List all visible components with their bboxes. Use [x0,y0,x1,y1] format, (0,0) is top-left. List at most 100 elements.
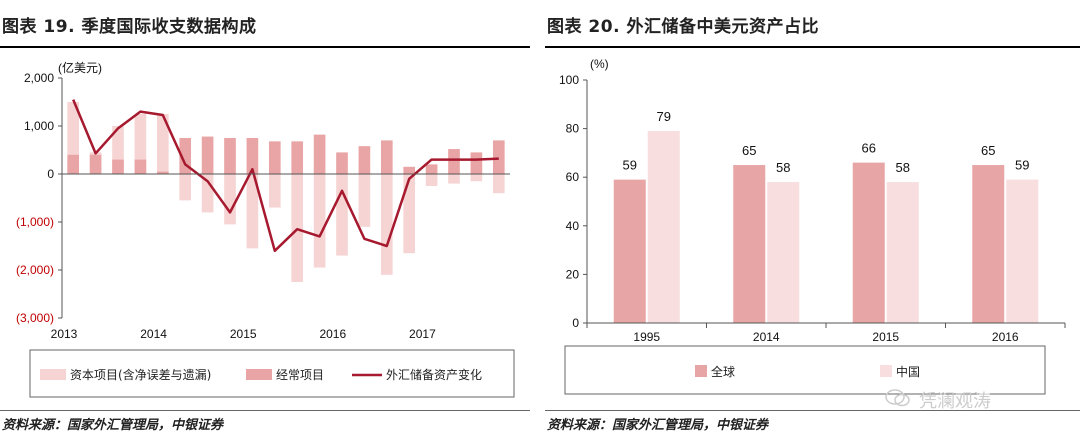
right-y-tick-label: 100 [559,73,579,87]
current-account-bar [291,141,304,174]
capital-account-bar [336,174,348,256]
right-unit-label: (%) [590,57,609,71]
legend-swatch-global [695,365,707,377]
capital-account-bar [358,174,371,227]
right-y-tick-label: 80 [566,122,580,136]
capital-account-bar [380,174,393,275]
legend-swatch-current-account [246,369,272,380]
capital-account-bar [112,126,124,174]
right-source-note: 资料来源：国家外汇管理局，中银证券 [547,418,769,433]
current-account-bar [89,154,102,174]
current-account-bar [268,141,281,174]
current-account-bar [425,164,438,174]
capital-account-bar [268,174,281,208]
capital-account-bar [246,174,259,249]
legend-label-current-account: 经常项目 [276,368,324,382]
left-legend-box [29,349,515,398]
left-title-rule [0,46,530,48]
current-account-bar [313,134,326,174]
capital-account-bar [134,114,147,174]
right-source-rule [545,410,1080,411]
capital-account-bar [470,174,483,182]
current-account-bar [201,136,214,174]
left-source-note: 资料来源：国家外汇管理局，中银证券 [2,418,224,433]
right-chart-svg: 59 65 66 65 79 58 58 59 100 80 60 40 20 0 1995 2014 201… [559,57,1066,395]
bar-data-label: 59 [1015,158,1029,173]
capital-account-bar [313,174,326,268]
current-account-bar [179,138,192,174]
current-account-bar [336,152,348,174]
legend-label-capital-account: 资本项目(含净误差与遗漏) [70,367,211,382]
left-x-tick-label: 2016 [319,327,346,341]
capital-account-bar [492,174,505,194]
left-y-tick-label: (2,000) [16,263,54,277]
left-figure-panel: 图表 19. 季度国际收支数据构成 2,000 1,000 0 (1,000) (2,0… [0,0,530,443]
global-usd-share-bar [733,165,766,323]
current-account-bar [492,140,505,174]
global-usd-share-bar [972,165,1005,323]
left-y-tick-label: (1,000) [16,215,54,229]
legend-swatch-capital-account [40,369,66,380]
left-x-tick-label: 2015 [230,327,257,341]
bar-data-label: 65 [981,143,995,158]
current-account-bar [156,171,169,174]
capital-account-bar [156,114,169,174]
current-account-bar [403,166,416,174]
current-account-bar [448,149,460,174]
china-usd-share-bar [886,182,919,323]
left-y-tick-label: 0 [47,167,54,181]
right-y-tick-label: 40 [566,219,580,233]
watermark: 凭澜观涛 [885,387,1065,412]
current-account-bar [380,140,393,174]
right-x-tick-label: 2014 [753,330,780,344]
right-x-tick-label: 1995 [633,330,660,344]
left-unit-label: (亿美元) [58,60,102,75]
right-y-tick-label: 20 [566,267,580,281]
current-account-bar [246,138,259,174]
right-figure-panel: 图表 20. 外汇储备中美元资产占比 59 65 66 65 79 58 58 59 100 8… [545,0,1080,443]
current-account-bar [358,146,371,174]
watermark-text: 凭澜观涛 [919,391,991,412]
bar-data-label: 79 [657,109,671,124]
left-source-rule [0,410,530,411]
bar-data-label: 58 [896,160,910,175]
left-y-tick-label: (3,000) [16,311,54,325]
current-account-bar [67,154,80,174]
right-title-rule [545,46,1080,48]
legend-label-china: 中国 [896,364,920,379]
current-account-bar [134,159,147,174]
china-usd-share-bar [1006,179,1039,323]
legend-label-reserve-change: 外汇储备资产变化 [386,367,482,382]
capital-account-bar [425,174,438,186]
current-account-bar [470,152,483,174]
right-legend-box [564,345,1046,395]
capital-account-bar [201,174,214,213]
bar-data-label: 66 [862,141,876,156]
bar-data-label: 58 [776,160,790,175]
capital-account-bar [224,174,236,225]
wechat-icon [885,389,910,407]
global-usd-share-bar [613,179,646,323]
right-x-tick-label: 2016 [992,330,1019,344]
right-figure-title: 图表 20. 外汇储备中美元资产占比 [547,17,819,37]
left-x-tick-label: 2017 [409,327,436,341]
global-usd-share-bar [852,162,885,323]
bar-data-label: 59 [623,158,637,173]
legend-label-global: 全球 [711,364,735,379]
china-usd-share-bar [767,182,800,323]
left-chart-svg: 2,000 1,000 0 (1,000) (2,000) (3,000) 2013 2014… [16,60,515,398]
left-x-tick-label: 2014 [140,327,167,341]
capital-account-bar [179,174,192,201]
capital-account-bar [67,102,80,174]
left-y-tick-label: 1,000 [24,119,54,133]
left-x-tick-label: 2013 [51,327,78,341]
current-account-bar [224,138,236,174]
right-x-tick-label: 2015 [872,330,899,344]
capital-account-bar [403,174,416,254]
right-y-tick-label: 0 [572,316,579,330]
current-account-bar [112,159,124,174]
legend-swatch-china [880,365,892,377]
reserve-change-line [72,99,499,253]
bar-data-label: 65 [742,143,756,158]
right-y-tick-label: 60 [566,170,580,184]
